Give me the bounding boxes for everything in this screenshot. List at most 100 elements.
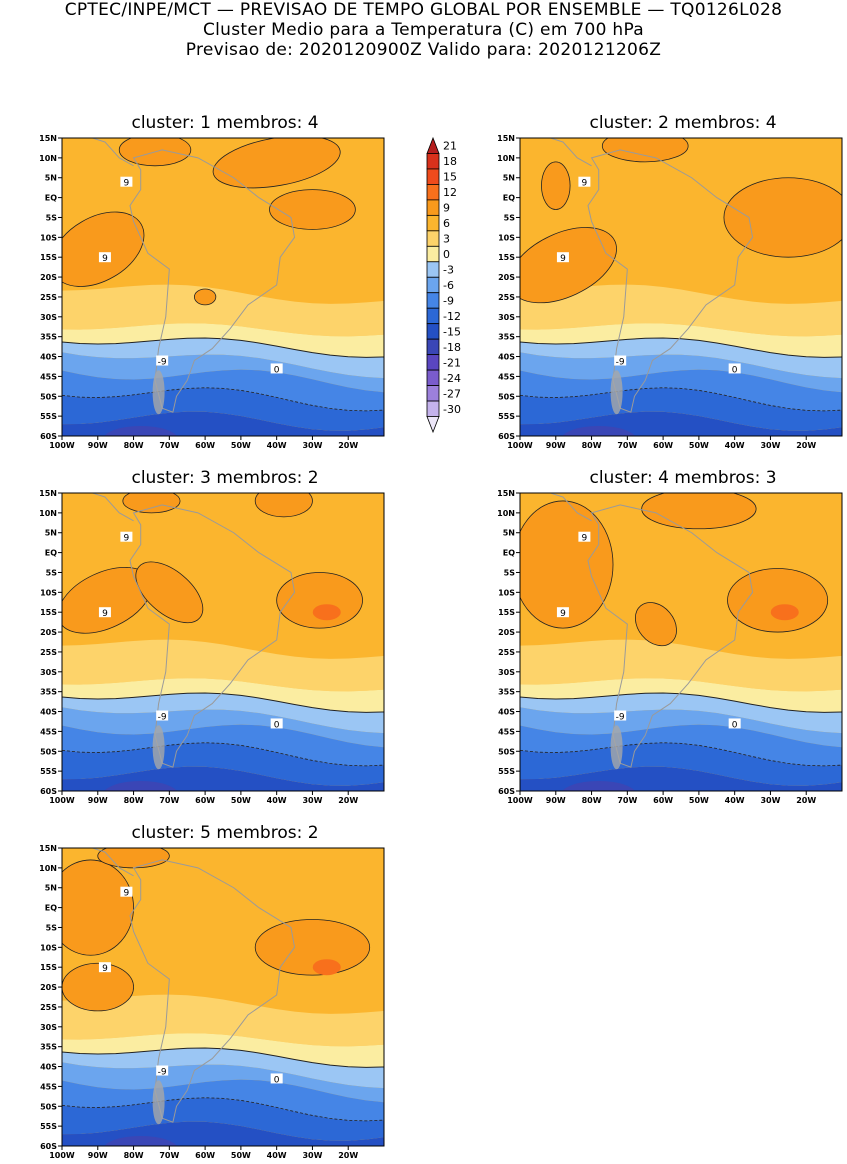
svg-text:-3: -3 [443,264,454,277]
svg-text:5S: 5S [46,923,58,932]
svg-text:10S: 10S [498,588,515,597]
svg-text:20S: 20S [498,273,515,282]
svg-text:9: 9 [102,964,108,974]
panel-title: cluster: 1 membros: 4 [131,113,319,133]
svg-text:90W: 90W [88,796,108,805]
svg-text:18: 18 [443,155,457,168]
svg-text:9: 9 [560,609,566,619]
svg-text:90W: 90W [88,441,108,450]
svg-text:10N: 10N [39,509,57,518]
svg-text:-12: -12 [443,310,461,323]
svg-text:100W: 100W [49,1151,75,1160]
svg-text:10N: 10N [497,154,515,163]
svg-text:15S: 15S [498,608,515,617]
svg-text:9: 9 [124,179,130,189]
svg-text:5S: 5S [46,213,58,222]
svg-text:-9: -9 [158,1068,167,1078]
svg-text:60S: 60S [498,432,515,441]
svg-text:5N: 5N [503,529,515,538]
svg-text:-15: -15 [443,325,461,338]
svg-text:45S: 45S [40,372,57,381]
svg-text:-9: -9 [158,358,167,368]
svg-text:10S: 10S [40,233,57,242]
svg-text:35S: 35S [40,688,57,697]
svg-text:80W: 80W [582,796,602,805]
svg-text:6: 6 [443,217,450,230]
svg-text:9: 9 [124,889,130,899]
svg-text:30W: 30W [302,1151,322,1160]
svg-text:70W: 70W [617,796,637,805]
temperature-map: 9 9 0 -9 15N 10N 5N EQ 5S 10S 15S 20S 25S 30S 35S 40S 45… [39,489,385,805]
svg-text:60W: 60W [653,796,673,805]
svg-text:20W: 20W [796,441,816,450]
svg-text:10N: 10N [39,154,57,163]
svg-text:20W: 20W [796,796,816,805]
svg-text:20S: 20S [40,628,57,637]
svg-text:40S: 40S [40,708,57,717]
svg-text:15N: 15N [39,489,57,498]
svg-text:90W: 90W [88,1151,108,1160]
svg-text:60W: 60W [195,1151,215,1160]
svg-text:30S: 30S [40,668,57,677]
svg-text:15S: 15S [40,608,57,617]
svg-text:20S: 20S [40,273,57,282]
svg-text:10S: 10S [40,943,57,952]
svg-text:5S: 5S [46,568,58,577]
svg-text:35S: 35S [40,1043,57,1052]
svg-text:25S: 25S [40,648,57,657]
temperature-map: 9 9 0 -9 15N 10N 5N EQ 5S 10S 15S 20S 25S 30S 35S 40S 45… [39,134,385,450]
svg-text:70W: 70W [159,1151,179,1160]
map-panel-1: 9 9 0 -9 15N 10N 5N EQ 5S 10S 15S 20S 25S 30S 35S 40S 45… [22,134,394,454]
svg-text:20S: 20S [40,983,57,992]
svg-text:12: 12 [443,186,457,199]
svg-text:50W: 50W [231,1151,251,1160]
svg-text:100W: 100W [507,441,533,450]
svg-text:25S: 25S [40,293,57,302]
temperature-map: 9 9 0 -9 15N 10N 5N EQ 5S 10S 15S 20S 25S 30S 35S 40S 45… [39,844,385,1160]
svg-text:-9: -9 [616,358,625,368]
svg-text:9: 9 [102,609,108,619]
svg-text:60W: 60W [195,796,215,805]
map-panel-5: 9 9 0 -9 15N 10N 5N EQ 5S 10S 15S 20S 25S 30S 35S 40S 45… [22,844,394,1164]
svg-text:35S: 35S [498,333,515,342]
svg-text:55S: 55S [498,412,515,421]
svg-text:50S: 50S [40,392,57,401]
svg-text:30S: 30S [498,668,515,677]
svg-text:45S: 45S [40,727,57,736]
svg-text:30S: 30S [40,1023,57,1032]
svg-text:-30: -30 [443,403,461,416]
svg-text:40W: 40W [267,796,287,805]
svg-text:5N: 5N [45,174,57,183]
svg-text:15S: 15S [498,253,515,262]
svg-text:100W: 100W [49,441,75,450]
panel-title: cluster: 5 membros: 2 [131,823,319,843]
svg-text:15S: 15S [40,963,57,972]
svg-text:45S: 45S [498,727,515,736]
panel-title: cluster: 4 membros: 3 [589,468,777,488]
svg-text:55S: 55S [40,767,57,776]
svg-text:20W: 20W [338,796,358,805]
svg-text:30W: 30W [760,441,780,450]
colorbar: 21 18 15 12 9 6 3 0 -3 -6 -9 -12 -15 -18 -21 -24 -27 -30 [426,136,461,434]
svg-text:20W: 20W [338,441,358,450]
svg-text:20W: 20W [338,1151,358,1160]
svg-text:50S: 50S [498,747,515,756]
map-panel-3: 9 9 0 -9 15N 10N 5N EQ 5S 10S 15S 20S 25S 30S 35S 40S 45… [22,489,394,809]
svg-text:50W: 50W [231,796,251,805]
svg-text:15N: 15N [497,134,515,143]
svg-text:80W: 80W [124,1151,144,1160]
svg-text:0: 0 [274,1075,280,1085]
svg-text:15: 15 [443,171,457,184]
svg-text:5N: 5N [503,174,515,183]
svg-text:40S: 40S [498,708,515,717]
svg-text:60W: 60W [653,441,673,450]
svg-text:30W: 30W [302,441,322,450]
svg-text:10S: 10S [498,233,515,242]
svg-text:50S: 50S [498,392,515,401]
svg-text:0: 0 [443,248,450,261]
svg-text:-21: -21 [443,356,461,369]
svg-text:80W: 80W [124,441,144,450]
svg-text:40W: 40W [267,1151,287,1160]
svg-text:10N: 10N [39,864,57,873]
svg-text:55S: 55S [40,412,57,421]
